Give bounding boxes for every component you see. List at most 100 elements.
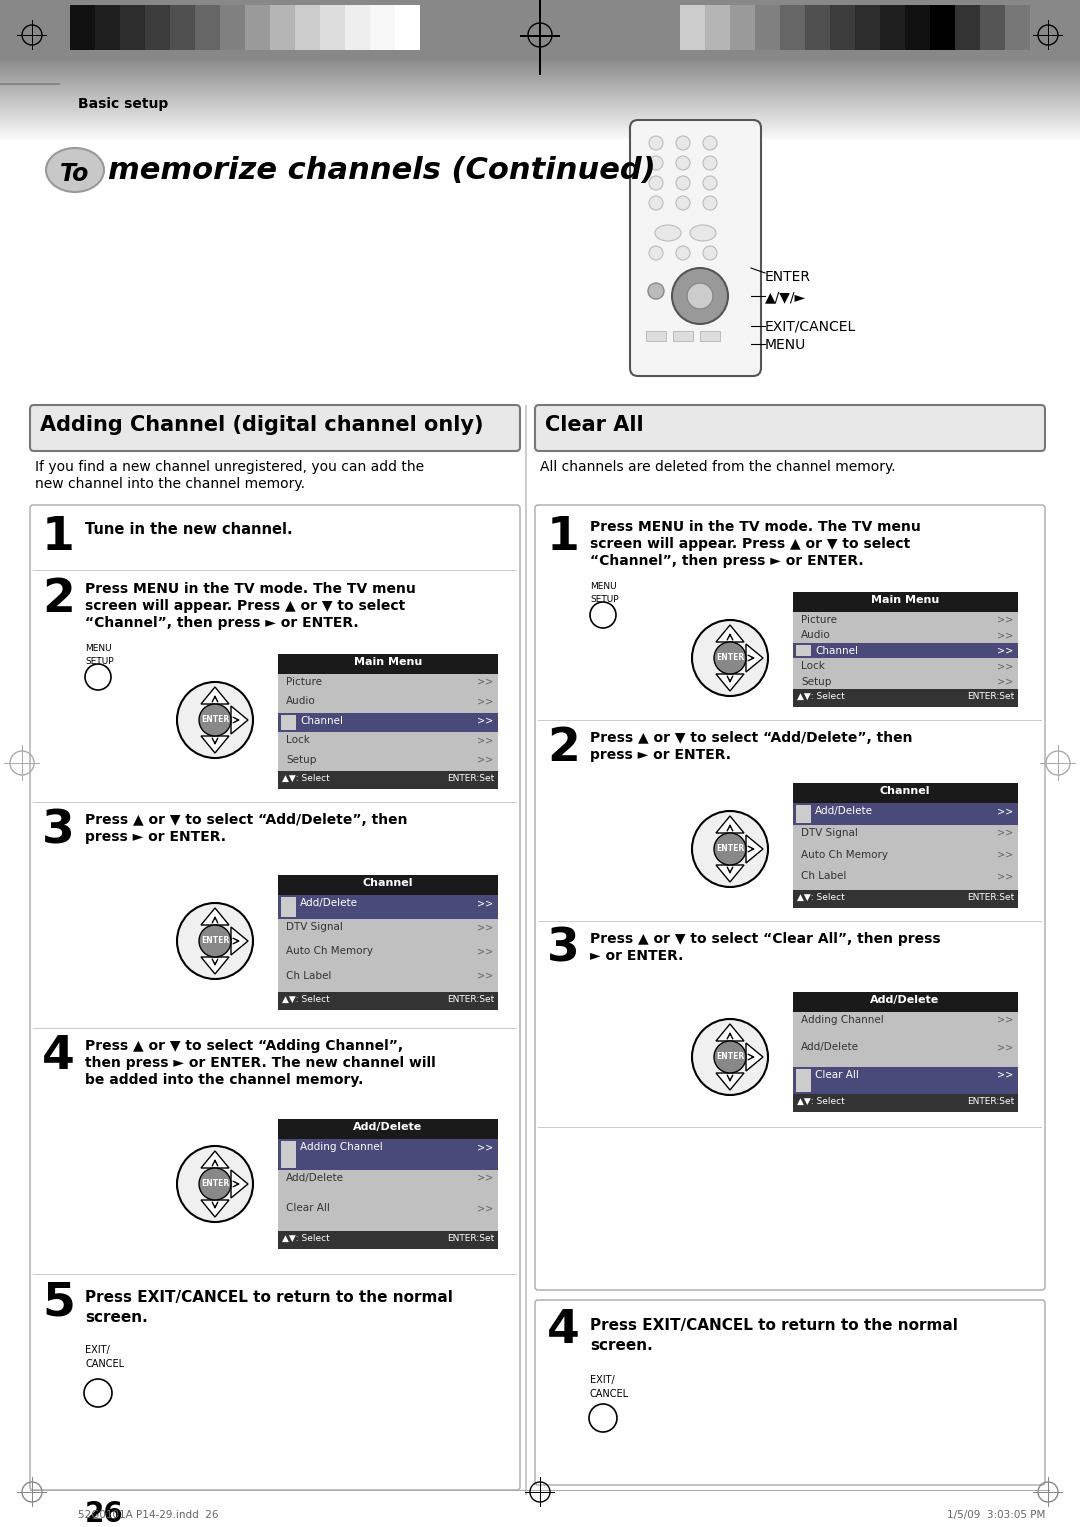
Bar [0, 82, 1080, 84]
Bar [793, 1012, 1018, 1093]
Bar [0, 122, 1080, 124]
Bar [796, 1069, 811, 1092]
Text: ENTER: ENTER [201, 715, 229, 724]
Polygon shape [716, 673, 744, 692]
Circle shape [676, 246, 690, 260]
Bar [281, 1141, 296, 1168]
Text: ▲▼: Select: ▲▼: Select [282, 996, 329, 1003]
Text: >>: >> [476, 734, 492, 745]
Text: >>: >> [997, 1070, 1013, 1080]
Text: Audio: Audio [801, 631, 831, 640]
Text: ▲/▼/►: ▲/▼/► [765, 290, 806, 304]
Circle shape [85, 664, 111, 690]
Text: >>: >> [997, 1015, 1013, 1025]
Bar [170, 5, 195, 50]
Text: 4: 4 [546, 1309, 580, 1353]
Text: Add/Delete: Add/Delete [815, 806, 873, 815]
Circle shape [589, 1403, 617, 1432]
Bar [0, 79, 1080, 82]
Text: ► or ENTER.: ► or ENTER. [590, 948, 684, 964]
Text: ▲▼: Select: ▲▼: Select [797, 1096, 845, 1106]
Text: >>: >> [476, 898, 492, 909]
Bar [930, 5, 955, 50]
Text: Press EXIT/CANCEL to return to the normal: Press EXIT/CANCEL to return to the norma… [590, 1318, 958, 1333]
Bar [0, 134, 1080, 136]
Bar [278, 1119, 498, 1139]
Text: To: To [60, 162, 90, 186]
Text: Add/Delete: Add/Delete [870, 996, 940, 1005]
Text: ENTER:Set: ENTER:Set [447, 1234, 494, 1243]
Bar [0, 124, 1080, 127]
Text: Ch Label: Ch Label [286, 971, 332, 980]
Bar [278, 771, 498, 789]
Bar [120, 5, 145, 50]
Text: >>: >> [476, 922, 492, 933]
Text: Lock: Lock [801, 661, 825, 672]
Bar [33, 803, 517, 1028]
Text: Setup: Setup [801, 676, 832, 687]
FancyBboxPatch shape [30, 505, 519, 1490]
Bar [0, 127, 1080, 128]
Circle shape [714, 1041, 746, 1073]
Bar [793, 689, 1018, 707]
Text: Channel: Channel [880, 786, 930, 796]
Bar [793, 1093, 1018, 1112]
Bar [0, 99, 1080, 102]
Circle shape [84, 1379, 112, 1406]
Bar [195, 5, 220, 50]
Bar [145, 5, 170, 50]
Circle shape [714, 834, 746, 864]
Polygon shape [201, 1200, 229, 1217]
Bar [0, 92, 1080, 95]
Bar [538, 721, 1042, 921]
Circle shape [649, 246, 663, 260]
Bar [278, 993, 498, 1009]
Text: >>: >> [476, 754, 492, 765]
Bar [70, 5, 95, 50]
Circle shape [199, 1168, 231, 1200]
Circle shape [676, 195, 690, 211]
Bar [0, 95, 1080, 96]
Polygon shape [231, 927, 248, 954]
Circle shape [687, 282, 713, 308]
Circle shape [703, 136, 717, 150]
Bar [755, 5, 780, 50]
Bar [33, 510, 517, 570]
Bar [793, 643, 1018, 658]
Text: 52G0101A P14-29.indd  26: 52G0101A P14-29.indd 26 [78, 1510, 218, 1519]
Circle shape [649, 136, 663, 150]
Polygon shape [746, 1043, 762, 1070]
Bar [730, 5, 755, 50]
Circle shape [703, 156, 717, 169]
Bar [245, 5, 270, 50]
Bar [793, 803, 1018, 825]
Text: >>: >> [476, 716, 492, 725]
Circle shape [199, 704, 231, 736]
Text: Clear All: Clear All [815, 1070, 859, 1080]
Text: >>: >> [997, 615, 1013, 625]
Circle shape [649, 156, 663, 169]
Bar [793, 783, 1018, 803]
Bar [796, 644, 811, 657]
Bar [538, 510, 1042, 721]
Bar [370, 5, 395, 50]
Polygon shape [746, 835, 762, 863]
Text: Add/Delete: Add/Delete [801, 1043, 859, 1052]
Bar [220, 5, 245, 50]
FancyBboxPatch shape [30, 405, 519, 450]
Polygon shape [231, 705, 248, 734]
Text: ▲▼: Select: ▲▼: Select [797, 893, 845, 902]
Bar [905, 5, 930, 50]
Text: Basic setup: Basic setup [78, 98, 168, 111]
FancyBboxPatch shape [535, 1299, 1045, 1484]
Text: Picture: Picture [801, 615, 837, 625]
Circle shape [714, 641, 746, 673]
Circle shape [692, 811, 768, 887]
Text: Picture: Picture [286, 676, 322, 687]
Bar [0, 66, 1080, 69]
Text: EXIT/CANCEL: EXIT/CANCEL [765, 321, 856, 334]
Text: >>: >> [997, 872, 1013, 881]
Polygon shape [201, 687, 229, 704]
Bar [0, 0, 1080, 60]
Circle shape [672, 269, 728, 324]
